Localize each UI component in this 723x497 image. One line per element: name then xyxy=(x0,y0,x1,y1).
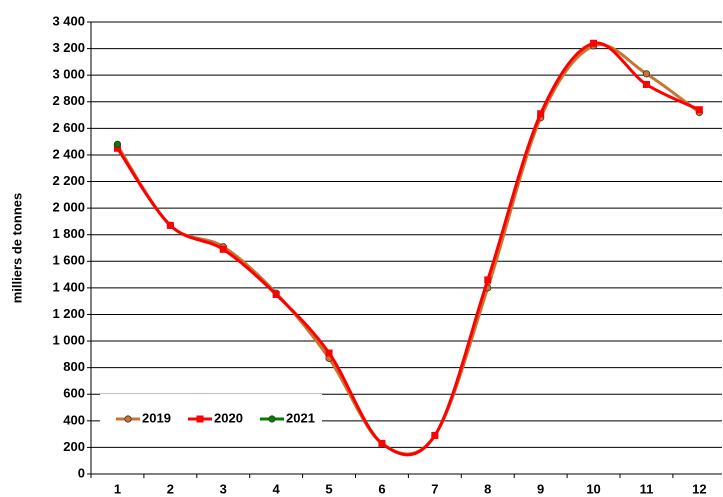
legend-label: 2021 xyxy=(286,410,315,425)
y-axis-label: milliers de tonnes xyxy=(9,193,24,304)
marker xyxy=(484,276,492,284)
legend-label: 2019 xyxy=(142,410,171,425)
x-tick-label: 4 xyxy=(273,481,281,496)
x-tick-label: 2 xyxy=(167,481,174,496)
y-tick-label: 1 600 xyxy=(52,253,85,268)
y-tick-label: 400 xyxy=(63,412,85,427)
marker xyxy=(113,144,121,152)
y-tick-label: 800 xyxy=(63,359,85,374)
legend-label: 2020 xyxy=(214,410,243,425)
marker xyxy=(378,439,386,447)
y-tick-label: 3 400 xyxy=(52,13,85,28)
y-tick-label: 200 xyxy=(63,439,85,454)
y-tick-label: 3 200 xyxy=(52,40,85,55)
marker xyxy=(431,431,439,439)
y-tick-label: 2 800 xyxy=(52,93,85,108)
x-tick-label: 6 xyxy=(378,481,385,496)
x-tick-label: 3 xyxy=(220,481,227,496)
series-line xyxy=(116,43,701,456)
x-tick-label: 9 xyxy=(537,481,544,496)
y-tick-label: 1 800 xyxy=(52,226,85,241)
x-tick-label: 11 xyxy=(640,481,654,496)
x-tick-label: 1 xyxy=(114,481,121,496)
y-tick-label: 600 xyxy=(63,386,85,401)
marker xyxy=(537,110,545,118)
marker xyxy=(695,106,703,114)
marker xyxy=(219,245,227,253)
legend-marker xyxy=(268,415,276,423)
y-tick-label: 2 000 xyxy=(52,200,85,215)
legend-box xyxy=(100,394,322,440)
x-tick-label: 12 xyxy=(692,481,706,496)
y-tick-label: 2 600 xyxy=(52,120,85,135)
marker xyxy=(642,80,650,88)
x-tick-label: 5 xyxy=(325,481,332,496)
y-tick-label: 2 200 xyxy=(52,173,85,188)
marker xyxy=(325,349,333,357)
y-tick-label: 1 000 xyxy=(52,332,85,347)
y-tick-label: 1 400 xyxy=(52,279,85,294)
x-tick-label: 8 xyxy=(484,481,491,496)
legend-marker xyxy=(124,415,132,423)
legend-marker xyxy=(196,415,204,423)
y-tick-label: 3 000 xyxy=(52,67,85,82)
marker xyxy=(166,221,174,229)
x-tick-label: 10 xyxy=(586,481,600,496)
y-tick-label: 2 400 xyxy=(52,146,85,161)
marker xyxy=(642,70,651,78)
marker xyxy=(113,140,122,148)
marker xyxy=(590,39,598,47)
marker xyxy=(272,291,280,299)
series-line xyxy=(116,41,700,457)
y-tick-label: 0 xyxy=(78,465,85,480)
y-tick-label: 1 200 xyxy=(52,306,85,321)
x-tick-label: 7 xyxy=(431,481,438,496)
